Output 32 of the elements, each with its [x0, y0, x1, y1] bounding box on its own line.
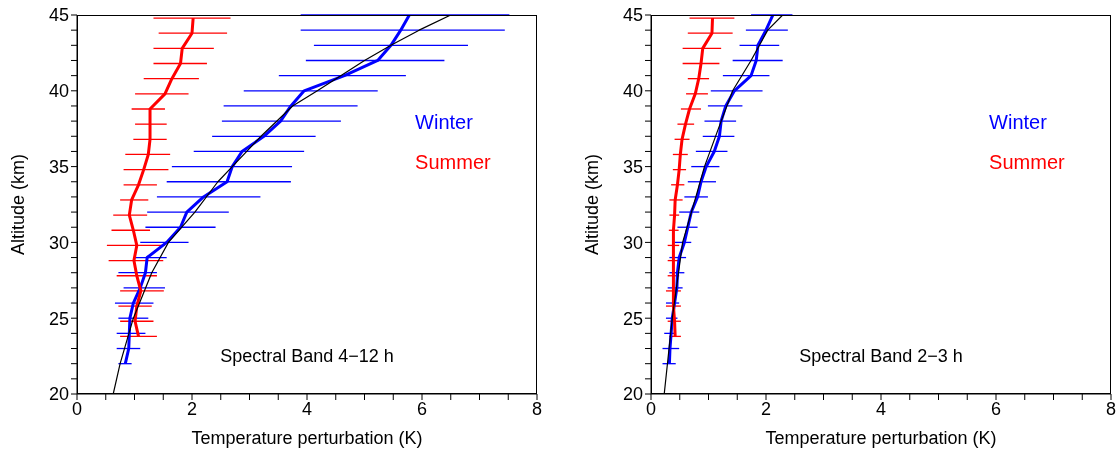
x-tick-label: 2: [186, 398, 198, 419]
x-axis-title: Temperature perturbation (K): [765, 428, 997, 448]
x-tick-label: 8: [531, 398, 543, 419]
x-tick-label: 6: [416, 398, 428, 419]
x-tick-label: 0: [71, 398, 83, 419]
x-tick-label: 4: [875, 398, 887, 419]
y-axis-title: Altitude (km): [8, 153, 29, 256]
y-tick-label: 30: [622, 232, 643, 253]
y-tick-label: 20: [48, 384, 69, 405]
y-tick-label: 30: [48, 232, 69, 253]
y-tick-label: 40: [48, 81, 69, 102]
x-tick-label: 8: [1105, 398, 1117, 419]
x-tick-label: 2: [760, 398, 772, 419]
y-tick-label: 45: [622, 5, 643, 26]
y-tick-label: 25: [48, 308, 69, 329]
text: Summer: [989, 150, 1065, 176]
annotation: Spectral Band 4−12 h: [219, 346, 395, 367]
text: Winter: [989, 110, 1048, 136]
text: Summer: [415, 150, 491, 176]
y-tick-label: 35: [48, 156, 69, 177]
y-tick-label: 25: [622, 308, 643, 329]
y-tick-label: 35: [622, 156, 643, 177]
x-tick-label: 6: [990, 398, 1002, 419]
x-axis-title: Temperature perturbation (K): [191, 428, 423, 448]
x-tick-label: 0: [645, 398, 657, 419]
text: Winter: [415, 110, 474, 136]
annotation: Spectral Band 2−3 h: [798, 346, 964, 367]
y-tick-label: 40: [622, 81, 643, 102]
y-tick-label: 20: [622, 384, 643, 405]
y-axis-title: Altitude (km): [582, 153, 603, 256]
x-tick-label: 4: [301, 398, 313, 419]
y-tick-label: 45: [48, 5, 69, 26]
